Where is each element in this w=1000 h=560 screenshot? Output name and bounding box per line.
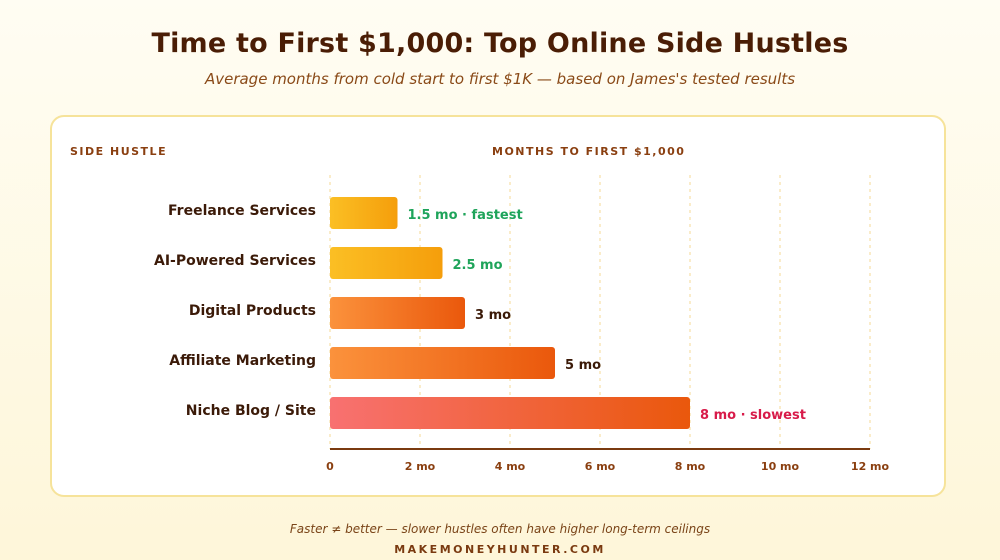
bar [330,397,690,429]
x-tick-label: 6 mo [585,460,616,473]
chart-card [50,115,946,497]
x-tick-label: 10 mo [761,460,800,473]
value-label: 3 mo [475,308,511,323]
x-tick-label: 0 [326,460,334,473]
category-label: Digital Products [189,303,316,319]
category-column-header: SIDE HUSTLE [70,145,168,158]
category-label: Affiliate Marketing [169,353,316,369]
chart-title: Time to First $1,000: Top Online Side Hu… [151,28,849,59]
bars: Freelance Services 1.5 mo · fastest AI-Pow… [154,197,806,429]
x-axis: 0 2 mo 4 mo 6 mo 8 mo 10 mo 12 mo [326,448,890,473]
value-label: 5 mo [565,358,601,373]
value-label: 2.5 mo [453,258,503,273]
brand-name: MAKEMONEYHUNTER.COM [394,543,606,556]
x-tick-label: 8 mo [675,460,706,473]
x-tick-label: 12 mo [851,460,890,473]
bar [330,297,465,329]
category-label: Freelance Services [168,203,316,219]
bar [330,347,555,379]
footnote: Faster ≠ better — slower hustles often h… [289,522,711,536]
value-label: 8 mo · slowest [700,408,806,423]
value-column-header: MONTHS TO FIRST $1,000 [492,145,686,158]
x-tick-label: 2 mo [405,460,436,473]
bar [330,197,398,229]
x-tick-label: 4 mo [495,460,526,473]
value-label: 1.5 mo · fastest [408,208,523,223]
bar [330,247,443,279]
category-label: AI-Powered Services [154,253,316,269]
chart-subtitle: Average months from cold start to first … [204,70,796,88]
category-label: Niche Blog / Site [186,403,316,419]
